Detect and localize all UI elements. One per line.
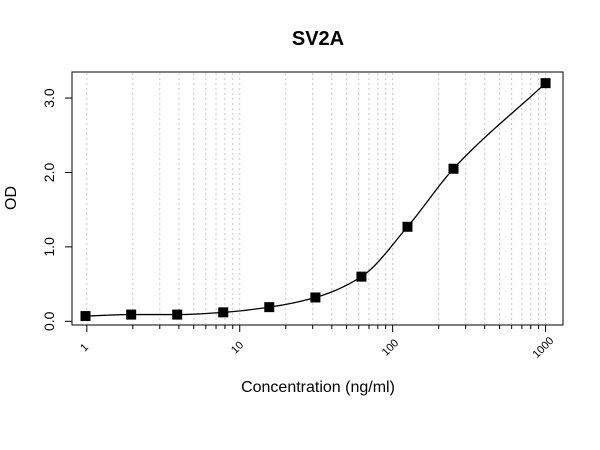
points-layer	[80, 78, 551, 322]
y-axis: 0.0 1.0 2.0 3.0	[41, 88, 72, 331]
x-axis: 1 10 100 1000	[78, 325, 556, 361]
data-point	[126, 309, 137, 320]
x-axis-label: Concentration (ng/ml)	[241, 379, 395, 396]
fit-curve	[85, 82, 547, 317]
chart-title: SV2A	[292, 28, 344, 50]
y-tick-label: 3.0	[41, 88, 57, 108]
fit-curve-layer	[85, 82, 547, 317]
data-point	[448, 163, 459, 174]
x-tick-label: 10	[229, 339, 246, 356]
x-tick-label: 1	[78, 341, 91, 354]
data-point	[172, 309, 183, 320]
y-tick-label: 2.0	[41, 163, 57, 183]
data-point	[310, 292, 321, 303]
data-point	[80, 311, 91, 322]
data-point	[540, 78, 551, 89]
grid	[86, 73, 547, 324]
plot-frame	[71, 71, 564, 326]
data-point	[356, 271, 367, 282]
data-point	[402, 221, 413, 232]
y-tick-label: 1.0	[41, 237, 57, 257]
data-point	[218, 307, 229, 318]
x-tick-label: 1000	[531, 335, 557, 361]
x-tick-label: 100	[380, 337, 401, 358]
data-point	[264, 302, 275, 313]
y-tick-label: 0.0	[41, 311, 57, 331]
y-axis-label: OD	[3, 186, 20, 210]
